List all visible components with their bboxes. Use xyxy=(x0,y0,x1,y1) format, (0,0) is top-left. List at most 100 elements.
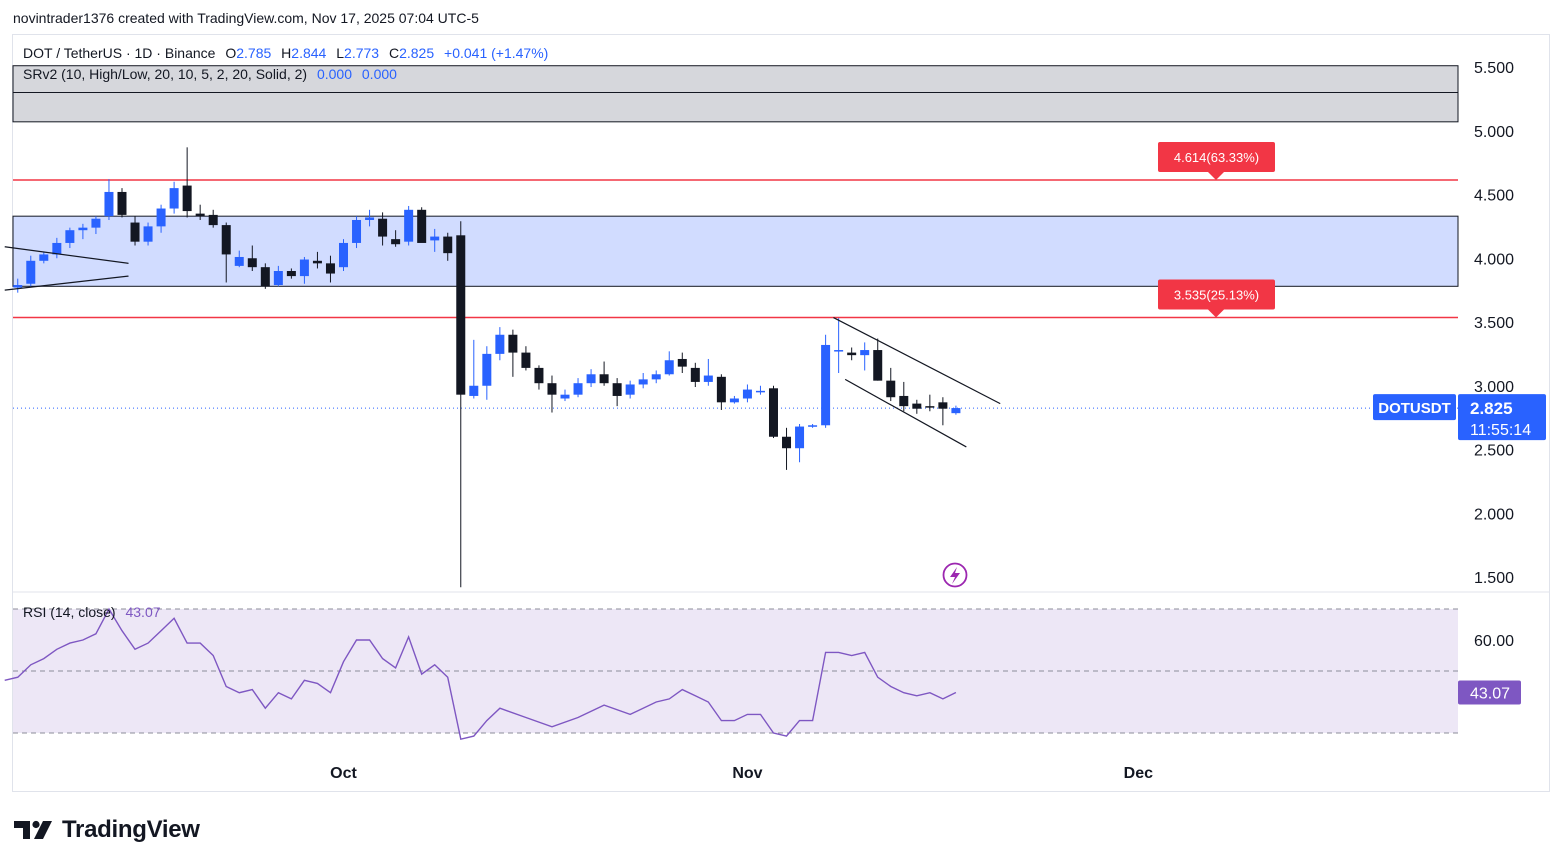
candle xyxy=(104,179,114,220)
candle xyxy=(182,147,192,218)
tradingview-wordmark: TradingView xyxy=(62,816,200,843)
candle-body xyxy=(625,384,635,395)
candle-body xyxy=(78,227,88,231)
tradingview-logo[interactable]: TradingView xyxy=(14,816,200,844)
candle-body xyxy=(260,267,270,287)
candle-body xyxy=(925,406,935,408)
candle-body xyxy=(273,271,283,286)
candle xyxy=(547,375,557,413)
candle xyxy=(52,237,62,259)
candle-body xyxy=(195,213,205,217)
resistance-label-pointer xyxy=(1208,171,1224,180)
symbol-tag-text: DOTUSDT xyxy=(1378,400,1451,417)
candle-body xyxy=(938,402,948,409)
candle-body xyxy=(755,390,765,393)
candle xyxy=(690,362,700,388)
price-axis-tick: 3.500 xyxy=(1474,315,1514,332)
candle-body xyxy=(65,230,75,243)
candle xyxy=(325,255,335,283)
symbol-price-tag: DOTUSDT xyxy=(1373,394,1456,421)
time-axis-tick: Nov xyxy=(732,765,762,782)
candle xyxy=(143,222,153,246)
chart-caption: novintrader1376 created with TradingView… xyxy=(13,10,479,26)
candle-body xyxy=(782,436,792,449)
candle-body xyxy=(560,394,570,399)
rsi-value: 43.07 xyxy=(125,604,161,620)
candle xyxy=(312,251,322,269)
candle-body xyxy=(378,218,388,237)
candle xyxy=(560,389,570,402)
candle-body xyxy=(847,352,857,356)
open-label: O xyxy=(225,45,237,61)
candle xyxy=(156,204,166,233)
candle xyxy=(925,394,935,412)
candle-body xyxy=(821,344,831,426)
candle-body xyxy=(573,383,583,395)
candle xyxy=(39,251,49,264)
candle xyxy=(130,216,140,246)
candle xyxy=(208,209,218,228)
candle-body xyxy=(469,385,479,396)
candle xyxy=(169,181,179,214)
trendline-4 xyxy=(4,275,129,291)
candle xyxy=(742,384,752,403)
last-price-tag: 2.825 11:55:14 xyxy=(1458,394,1546,441)
candle xyxy=(91,216,101,235)
candle xyxy=(808,424,818,428)
symbol-legend: DOT / TetherUS · 1D · Binance O2.785 H2.… xyxy=(23,45,548,61)
low-value: 2.773 xyxy=(344,45,380,61)
trendline-2 xyxy=(844,378,967,448)
sr-zone-2 xyxy=(12,65,1459,123)
bar-countdown: 11:55:14 xyxy=(1470,422,1531,439)
candle xyxy=(599,361,609,386)
candle xyxy=(912,399,922,414)
rsi-tag-box xyxy=(1458,680,1521,705)
candle-body xyxy=(886,380,896,398)
candle xyxy=(847,347,857,361)
sr-zone-1 xyxy=(12,215,1459,287)
price-axis-tick: 4.000 xyxy=(1474,251,1514,268)
candle xyxy=(768,385,778,439)
candle xyxy=(404,205,414,246)
candle-body xyxy=(690,367,700,382)
close-value: 2.825 xyxy=(399,45,435,61)
price-axis-tick: 5.500 xyxy=(1474,60,1514,77)
candle-body xyxy=(143,226,153,242)
candle-body xyxy=(899,395,909,407)
rsi-legend: RSI (14, close) 43.07 xyxy=(23,604,161,620)
candle xyxy=(469,339,479,399)
candle xyxy=(534,365,544,390)
candle xyxy=(456,221,466,588)
candle-body xyxy=(339,242,348,268)
indicator-value-1: 0.000 xyxy=(316,66,352,82)
candle-body xyxy=(912,403,922,409)
open-value: 2.785 xyxy=(236,45,272,61)
candle-body xyxy=(430,236,440,241)
rsi-name: RSI (14, close) xyxy=(23,604,116,620)
candle-body xyxy=(834,350,844,352)
candle xyxy=(612,378,622,407)
candle-body xyxy=(873,350,883,381)
candle xyxy=(78,223,88,240)
candle xyxy=(938,397,948,426)
candle xyxy=(352,216,362,249)
price-axis-tick: 2.000 xyxy=(1474,506,1514,523)
candle xyxy=(795,424,805,463)
price-axis-tick: 4.500 xyxy=(1474,188,1514,205)
candle xyxy=(221,222,231,283)
candle xyxy=(586,369,596,388)
rsi-tag-text: 43.07 xyxy=(1470,685,1510,702)
candle xyxy=(755,385,765,395)
rsi-line xyxy=(4,607,957,741)
candle-body xyxy=(860,350,870,356)
candle-body xyxy=(130,222,140,242)
candle-body xyxy=(521,352,531,368)
candle-body xyxy=(664,360,674,375)
symbol-tag-box xyxy=(1373,394,1456,421)
candle xyxy=(860,342,870,371)
price-axis-tick: 1.500 xyxy=(1474,570,1514,587)
candle xyxy=(365,209,375,227)
candle-body xyxy=(352,220,362,243)
candle xyxy=(782,427,792,470)
